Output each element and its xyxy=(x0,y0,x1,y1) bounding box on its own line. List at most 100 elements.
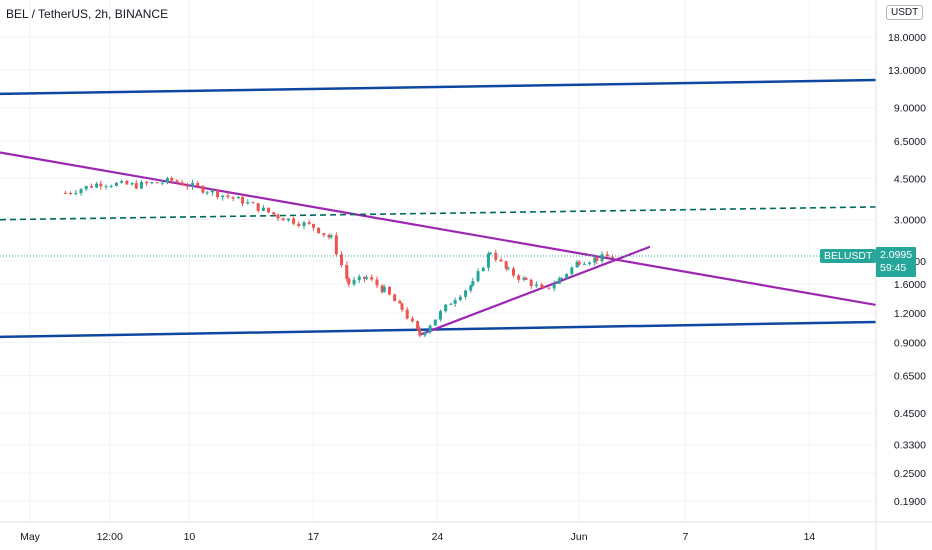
candle-body xyxy=(109,185,113,187)
candle-body xyxy=(191,183,195,187)
candle-body xyxy=(327,234,331,238)
price-tick-label: 0.2500 xyxy=(894,468,926,480)
candle-body xyxy=(63,192,67,194)
candle-body xyxy=(185,185,189,187)
candle-body xyxy=(570,267,574,275)
candle-body xyxy=(74,193,78,195)
price-tick-label: 0.3300 xyxy=(894,440,926,452)
candle-body xyxy=(489,252,493,254)
price-tick-label: 0.4500 xyxy=(894,408,926,420)
candle-body xyxy=(216,190,220,198)
last-price-tag: 2.0995 59:45 xyxy=(876,247,917,277)
candle-body xyxy=(534,284,538,287)
candle-body xyxy=(205,192,209,194)
candle-body xyxy=(393,294,397,302)
dashed-level-line xyxy=(0,206,877,221)
last-price-value: 2.0995 xyxy=(880,249,913,261)
triangle-lower-line xyxy=(419,245,651,336)
candle-body xyxy=(134,183,138,189)
candle-body xyxy=(95,183,99,188)
candle-body xyxy=(226,195,230,197)
channel-lower-line xyxy=(0,320,877,339)
candle-body xyxy=(410,318,414,322)
candle-body xyxy=(552,283,556,289)
candle-body xyxy=(139,181,143,189)
candle-body xyxy=(375,279,379,286)
candle-body xyxy=(89,185,93,188)
candle-body xyxy=(302,222,306,226)
candle-body xyxy=(352,279,356,285)
candle-body xyxy=(486,253,490,268)
candle-body xyxy=(524,277,528,280)
time-tick-label: 17 xyxy=(308,531,320,543)
candle-body xyxy=(382,286,386,293)
time-tick-label: May xyxy=(20,531,41,543)
candle-body xyxy=(297,223,301,226)
candle-body xyxy=(610,256,614,258)
candle-body xyxy=(593,257,597,263)
candle-body xyxy=(175,180,179,183)
candle-body xyxy=(405,309,409,319)
candle-body xyxy=(588,262,592,264)
price-tick-label: 4.5000 xyxy=(894,173,926,185)
candle-body xyxy=(416,321,420,330)
candle-body xyxy=(469,285,473,291)
candle-body xyxy=(400,303,404,310)
price-tick-label: 0.9000 xyxy=(894,337,926,349)
time-tick-label: 7 xyxy=(683,531,689,543)
trendline-drawings[interactable] xyxy=(0,78,877,339)
candle-body xyxy=(582,263,586,265)
candle-body xyxy=(575,261,579,268)
candle-body xyxy=(347,278,351,285)
candle-body xyxy=(428,325,432,333)
currency-unit-badge[interactable]: USDT xyxy=(886,5,924,20)
symbol-tag: BELUSDT xyxy=(820,249,877,263)
candle-body xyxy=(471,281,475,286)
candle-body xyxy=(565,274,569,278)
candle-body xyxy=(453,300,457,304)
candle-body xyxy=(317,227,321,234)
triangle-upper-line xyxy=(0,151,877,307)
candle-body xyxy=(311,223,315,228)
candle-body xyxy=(261,207,265,211)
chart-grid xyxy=(0,0,876,522)
candle-body xyxy=(433,319,437,326)
candle-body xyxy=(334,235,338,255)
candle-body xyxy=(387,286,391,295)
candle-body xyxy=(246,202,250,204)
candle-body xyxy=(84,185,88,190)
candle-body xyxy=(145,181,149,184)
candle-body xyxy=(130,183,134,185)
candle-body xyxy=(357,276,361,280)
candle-body xyxy=(499,259,503,262)
candle-body xyxy=(272,212,276,215)
candle-body xyxy=(170,177,174,181)
price-tick-label: 13.0000 xyxy=(888,65,926,77)
candle-body xyxy=(104,186,108,188)
candle-body xyxy=(160,182,164,184)
candle-body xyxy=(418,329,422,336)
candle-body xyxy=(444,304,448,312)
candle-body xyxy=(398,301,402,304)
candle-body xyxy=(256,203,260,211)
candle-body xyxy=(307,222,311,224)
candle-body xyxy=(292,218,296,224)
candle-body xyxy=(150,182,154,184)
candle-body xyxy=(504,261,508,269)
candle-body xyxy=(600,254,604,261)
price-axis[interactable]: 18.000013.00009.00006.50004.50003.00002.… xyxy=(888,32,926,508)
candle-body xyxy=(201,186,205,193)
candle-body xyxy=(370,277,374,280)
candle-body xyxy=(281,218,285,221)
candle-body xyxy=(165,177,169,183)
price-tick-label: 9.0000 xyxy=(894,103,926,115)
candle-body xyxy=(180,182,184,186)
candle-body xyxy=(540,284,544,287)
candle-body xyxy=(210,190,214,193)
candle-body xyxy=(423,332,427,336)
candle-body xyxy=(114,182,118,186)
time-tick-label: 12:00 xyxy=(97,531,123,543)
time-axis[interactable]: May 12:00 10 17 24 Jun 7 14 xyxy=(20,531,815,543)
candle-body xyxy=(542,286,546,288)
